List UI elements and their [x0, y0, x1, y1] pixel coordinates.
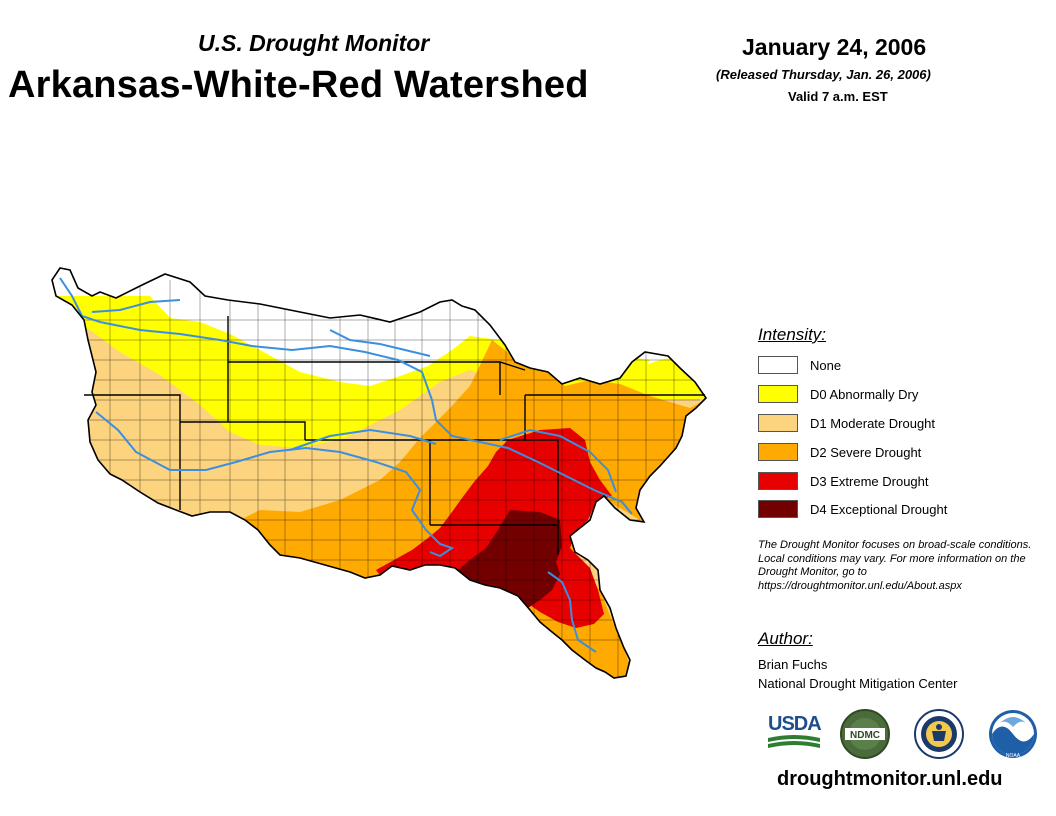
map-title: Arkansas-White-Red Watershed [8, 64, 589, 106]
legend-swatch [758, 385, 798, 403]
ndmc-logo-text: NDMC [850, 730, 880, 741]
legend-item-d1: D1 Moderate Drought [758, 413, 935, 433]
legend-item-none: None [758, 355, 841, 375]
zone-d4-exceptional [458, 510, 562, 608]
legend-label: D3 Extreme Drought [810, 473, 929, 489]
usda-logo-icon [768, 735, 820, 748]
noaa-logo-icon: NOAA [989, 710, 1037, 759]
legend-label: D1 Moderate Drought [810, 415, 936, 431]
legend-swatch [758, 356, 798, 374]
legend-item-d3: D3 Extreme Drought [758, 471, 929, 491]
legend-swatch [758, 414, 798, 432]
commerce-seal-icon [914, 709, 964, 759]
legend-item-d0: D0 Abnormally Dry [758, 384, 918, 404]
legend-label: D0 Abnormally Dry [810, 386, 919, 402]
usda-logo-text: USDA [768, 713, 822, 735]
legend-item-d2: D2 Severe Drought [758, 442, 921, 462]
legend-item-d4: D4 Exceptional Drought [758, 499, 947, 519]
state-boundaries [84, 316, 705, 555]
legend-label: D4 Exceptional Drought [810, 501, 948, 517]
map-subtitle: U.S. Drought Monitor [198, 30, 430, 56]
rivers [59, 277, 633, 653]
zone-d0-east [52, 268, 706, 400]
watershed-outline [51, 267, 708, 679]
map-date: January 24, 2006 [742, 34, 927, 60]
legend-swatch [758, 500, 798, 518]
author-name: Brian Fuchs [758, 657, 828, 672]
noaa-logo-text: NOAA [1006, 753, 1021, 759]
legend-swatch [758, 472, 798, 490]
legend-label: None [810, 357, 842, 373]
valid-time: Valid 7 a.m. EST [788, 89, 888, 104]
author-organization: National Drought Mitigation Center [758, 676, 958, 691]
ndmc-logo-icon: NDMC [840, 709, 890, 759]
disclaimer-text: The Drought Monitor focuses on broad-sca… [758, 539, 1032, 592]
legend-label: D2 Severe Drought [810, 444, 922, 460]
release-date: (Released Thursday, Jan. 26, 2006) [716, 67, 931, 82]
legend-heading: Intensity: [758, 325, 827, 344]
author-heading: Author: [758, 629, 813, 648]
website-url[interactable]: droughtmonitor.unl.edu [777, 768, 1003, 790]
legend-swatch [758, 443, 798, 461]
